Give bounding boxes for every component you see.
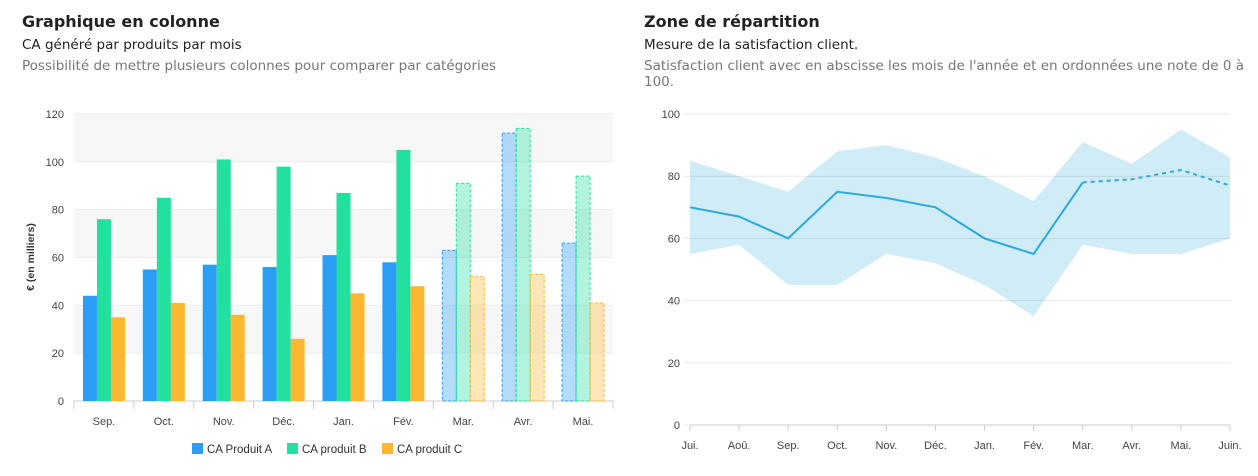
mean-line-forecast [1082, 168, 1231, 187]
legend-item: CA produit B [302, 444, 367, 456]
y-tick-label: 0 [674, 420, 680, 432]
bar [110, 317, 125, 401]
y-tick-label: 100 [46, 157, 64, 169]
x-tick-label: Fév. [393, 416, 414, 428]
bar [455, 182, 471, 402]
y-tick-label: 20 [52, 348, 64, 360]
x-tick-label: Jan. [974, 440, 995, 452]
y-tick-label: 100 [662, 109, 680, 121]
x-tick-label: Nov. [875, 440, 897, 452]
x-tick-label: Oct. [154, 416, 174, 428]
bar-y-axis-label: € (en milliers) [25, 223, 37, 291]
bar [469, 276, 485, 402]
mean-line [689, 181, 1084, 256]
x-tick-label: Jan. [333, 416, 354, 428]
bar [410, 286, 425, 401]
bar [515, 127, 531, 402]
bar [156, 197, 171, 401]
plot-band [74, 114, 613, 162]
bar [396, 149, 411, 401]
y-tick-label: 60 [668, 233, 680, 245]
x-tick-label: Avr. [1122, 440, 1141, 452]
bar [276, 166, 291, 401]
area-chart-header: Zone de répartition Mesure de la satisfa… [644, 12, 1258, 90]
bar [336, 192, 351, 401]
bar-chart-description: Possibilité de mettre plusieurs colonnes… [22, 58, 497, 74]
bar [262, 267, 277, 401]
x-tick-label: Avr. [514, 416, 533, 428]
bar [441, 249, 457, 402]
x-tick-label: Fév. [1023, 440, 1044, 452]
y-tick-label: 20 [668, 358, 680, 370]
bar [589, 302, 605, 402]
bar [382, 262, 397, 401]
y-tick-label: 80 [52, 205, 64, 217]
bar [529, 273, 545, 402]
bar-chart-title: Graphique en colonne [22, 12, 220, 31]
bar [96, 219, 111, 401]
legend-swatch [287, 443, 298, 454]
x-tick-label: Jui. [681, 440, 698, 452]
y-tick-label: 40 [668, 296, 680, 308]
x-tick-label: Sep. [777, 440, 800, 452]
x-tick-label: Mar. [453, 416, 474, 428]
x-tick-label: Aoû. [728, 440, 751, 452]
y-tick-label: 40 [52, 300, 64, 312]
y-tick-label: 60 [52, 253, 64, 265]
legend-swatch [382, 443, 393, 454]
x-tick-label: Mar. [1072, 440, 1093, 452]
y-tick-label: 80 [668, 171, 680, 183]
bar [322, 255, 337, 401]
bar [290, 338, 305, 401]
legend-swatch [192, 443, 203, 454]
bar [170, 302, 185, 401]
area-chart-title: Zone de répartition [644, 12, 820, 31]
bar [216, 159, 231, 401]
x-tick-label: Mai. [1171, 440, 1192, 452]
area-chart-description: Satisfaction client avec en abscisse les… [644, 58, 1245, 90]
x-tick-label: Oct. [827, 440, 847, 452]
x-tick-label: Sep. [93, 416, 116, 428]
x-tick-label: Juin. [1218, 440, 1241, 452]
x-tick-label: Déc. [924, 440, 947, 452]
bar-chart-subtitle: CA généré par produits par mois [22, 37, 242, 53]
bar-chart-header: Graphique en colonne CA généré par produ… [22, 12, 496, 74]
y-tick-label: 120 [46, 109, 64, 121]
bar [501, 132, 517, 402]
y-tick-label: 0 [58, 396, 64, 408]
x-tick-label: Déc. [272, 416, 295, 428]
x-tick-label: Nov. [213, 416, 235, 428]
bar [575, 175, 591, 402]
legend-item: CA produit C [397, 444, 462, 456]
area-chart-subtitle: Mesure de la satisfaction client. [644, 37, 859, 53]
bar [202, 264, 217, 401]
bar [82, 295, 97, 401]
x-tick-label: Mai. [573, 416, 594, 428]
bar [142, 269, 157, 401]
legend-item: CA Produit A [207, 444, 273, 456]
bar [230, 314, 245, 401]
bar [350, 293, 365, 401]
bar [561, 242, 577, 402]
